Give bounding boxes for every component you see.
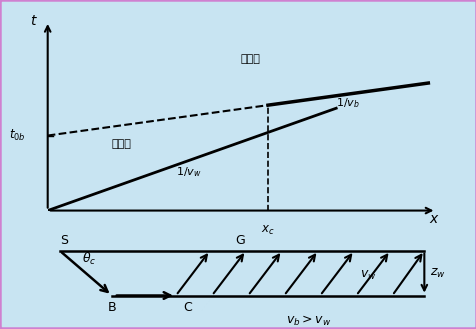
Text: B: B: [107, 301, 116, 314]
Text: S: S: [60, 234, 68, 247]
Text: $z_w$: $z_w$: [429, 266, 445, 280]
Text: $\theta_c$: $\theta_c$: [81, 251, 96, 267]
Text: 折射波: 折射波: [239, 55, 259, 64]
Text: $x_c$: $x_c$: [261, 224, 274, 238]
Text: 直达波: 直达波: [111, 139, 131, 149]
Text: $v_b > v_w$: $v_b > v_w$: [285, 314, 330, 328]
Text: $1/v_w$: $1/v_w$: [176, 165, 201, 179]
Text: $v_w$: $v_w$: [359, 269, 376, 282]
Text: G: G: [235, 234, 244, 247]
Text: $t_{0b}$: $t_{0b}$: [9, 128, 26, 143]
Text: $x$: $x$: [428, 213, 439, 226]
Text: $1/v_b$: $1/v_b$: [336, 96, 359, 110]
Text: $t$: $t$: [30, 14, 38, 28]
Text: C: C: [183, 301, 192, 314]
